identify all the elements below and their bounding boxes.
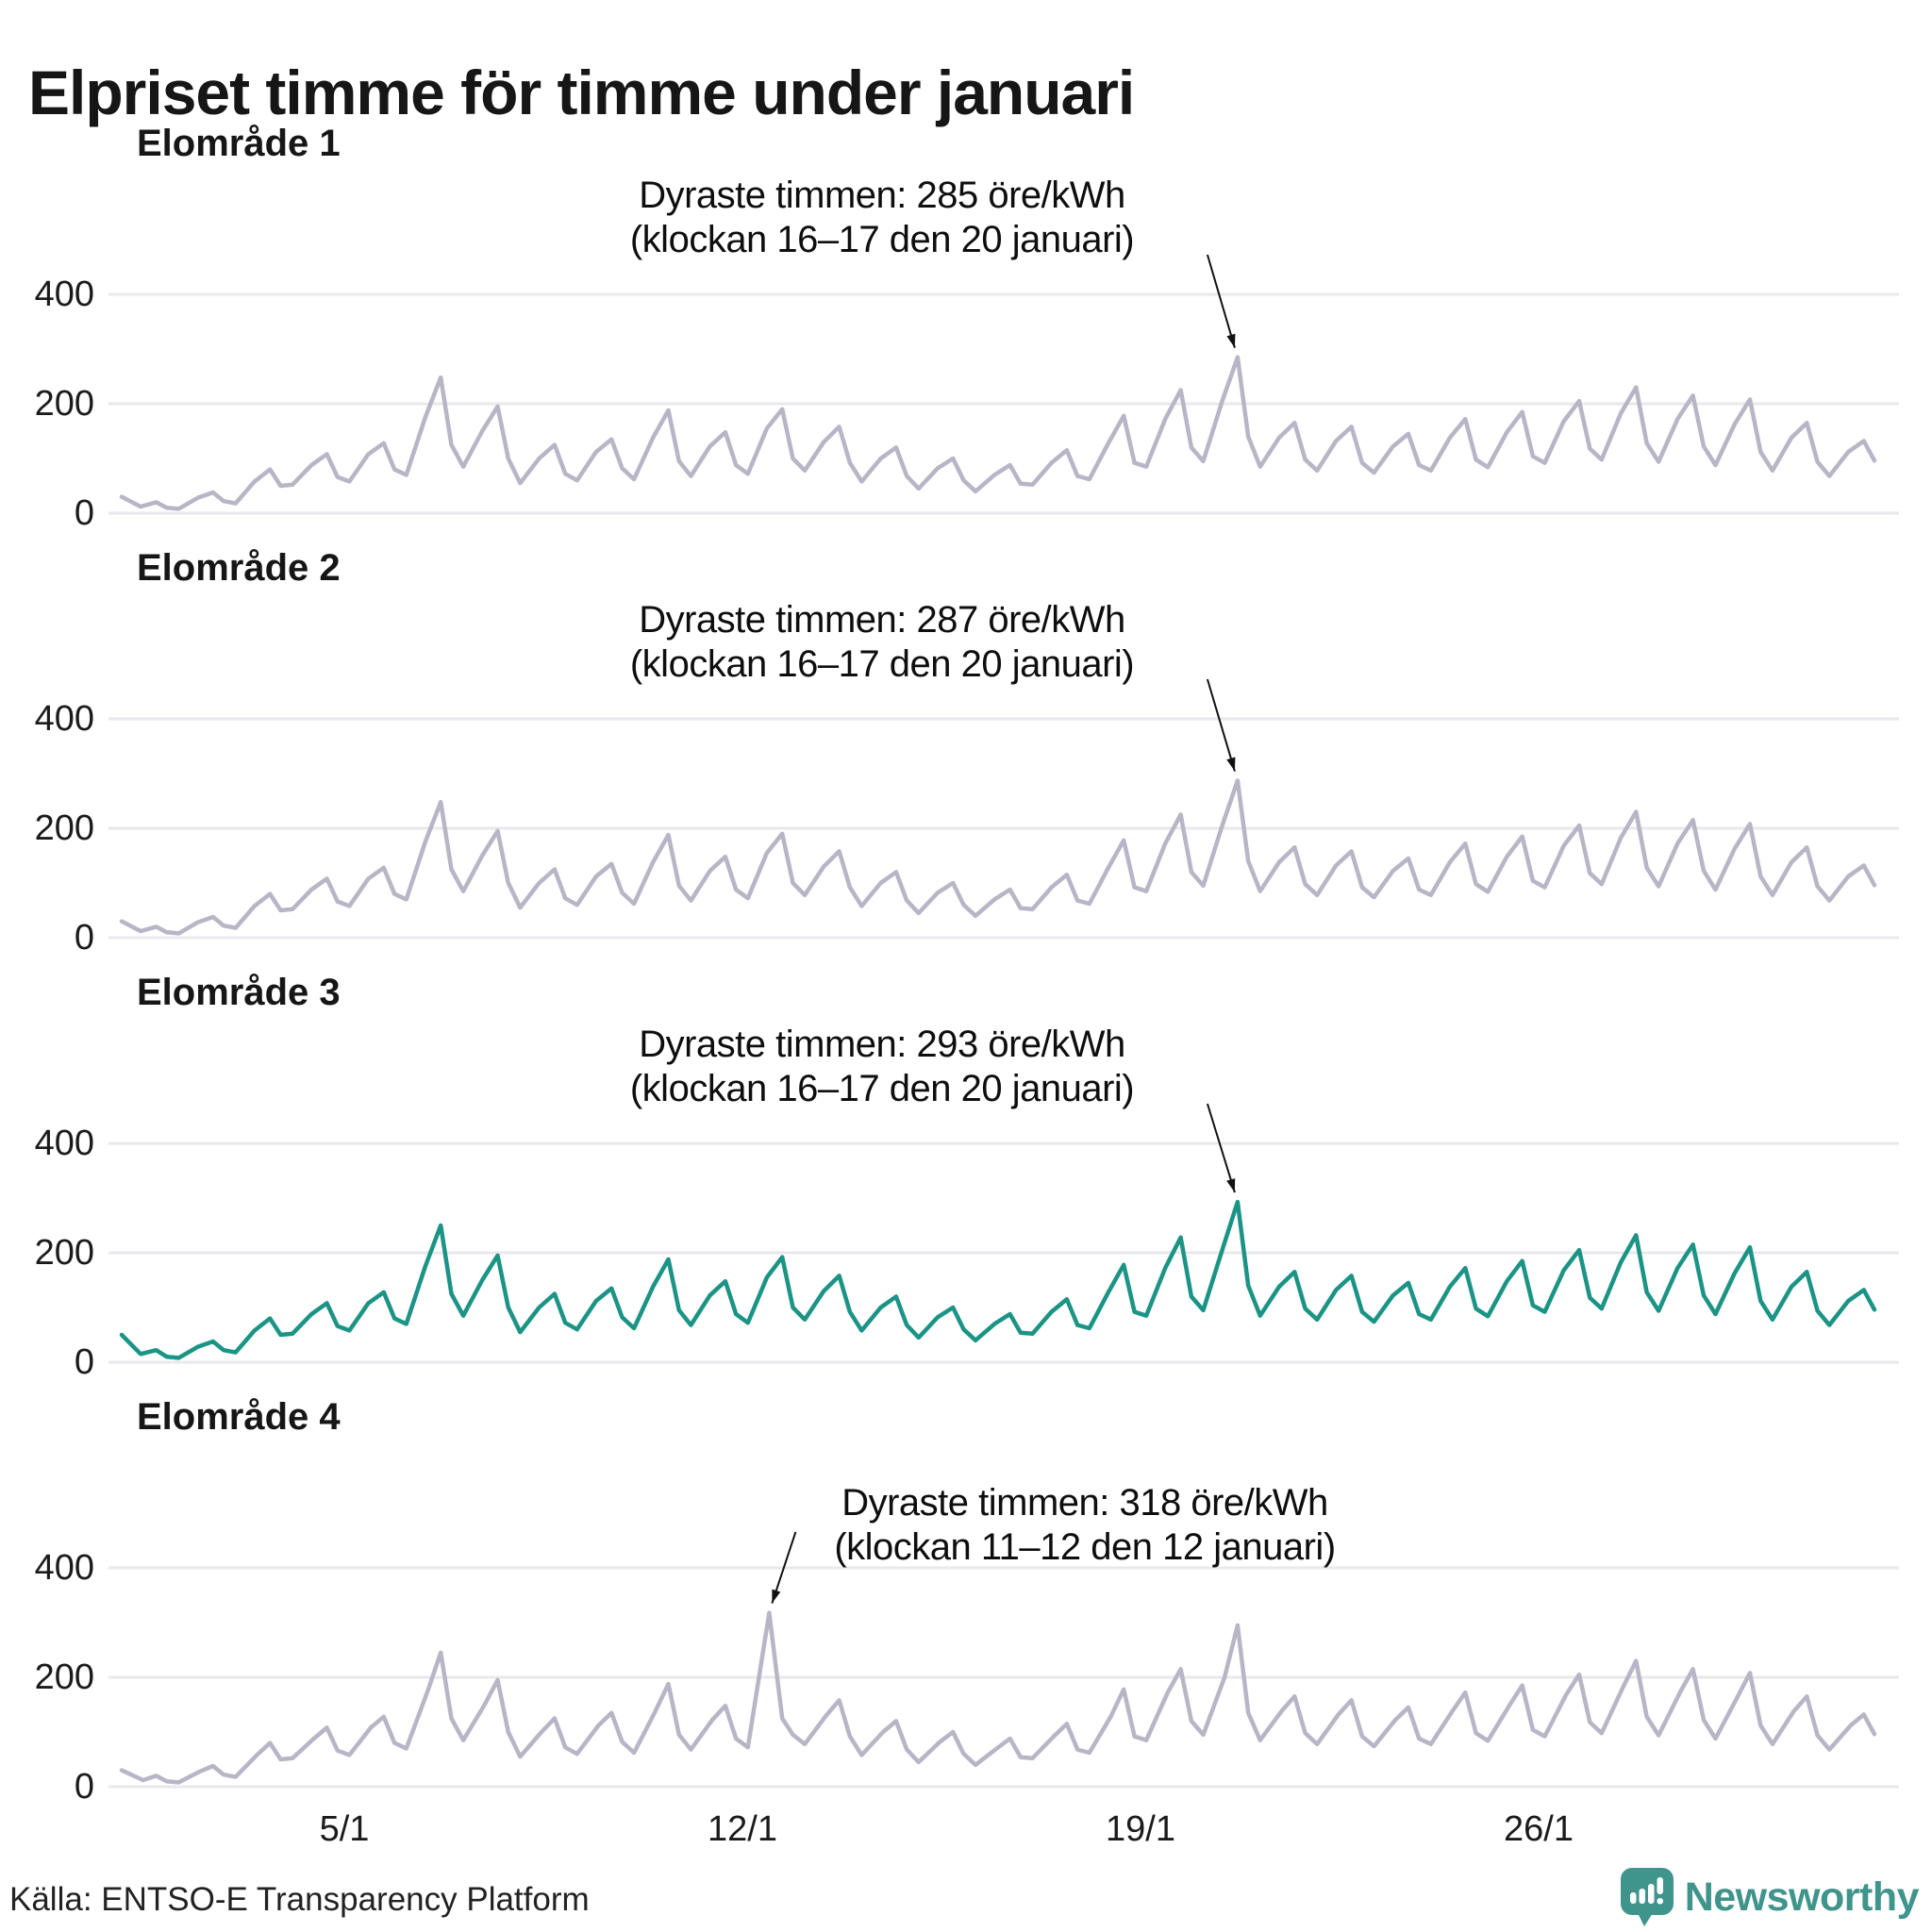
chart-title: Elområde 1: [137, 123, 341, 164]
chart-title: Elområde 4: [137, 1396, 341, 1438]
chart-block-elomrade-2: Elområde 2 400 200 0 Dyraste timmen: 287…: [0, 538, 1932, 967]
peak-annotation: Dyraste timmen: 293 öre/kWh (klockan 16–…: [434, 1023, 1330, 1111]
source-note: Källa: ENTSO-E Transparency Platform: [9, 1881, 590, 1918]
peak-annotation: Dyraste timmen: 318 öre/kWh (klockan 11–…: [623, 1481, 1547, 1570]
x-tick-5-1: 5/1: [319, 1809, 370, 1849]
annotation-line2: (klockan 16–17 den 20 januari): [629, 1068, 1135, 1109]
page-title: Elpriset timme för timme under januari: [28, 58, 1135, 128]
x-tick-12-1: 12/1: [708, 1809, 777, 1849]
x-axis: 5/1 12/1 19/1 26/1: [0, 1809, 1932, 1855]
annotation-line1: Dyraste timmen: 318 öre/kWh: [841, 1482, 1328, 1524]
y-tick-400: 400: [34, 699, 94, 739]
chart-title: Elområde 3: [137, 972, 341, 1013]
y-tick-200: 200: [34, 1657, 94, 1697]
newsworthy-icon: [1620, 1868, 1674, 1926]
y-tick-0: 0: [74, 493, 94, 533]
chart-block-elomrade-1: Elområde 1 400 200 0 Dyraste timmen: 285…: [0, 113, 1932, 542]
chart-title: Elområde 2: [137, 547, 341, 589]
line-chart-elomrade-2: [108, 678, 1899, 940]
y-tick-200: 200: [34, 384, 94, 424]
brand-wordmark: Newsworthy: [1684, 1874, 1920, 1920]
chart-block-elomrade-3: Elområde 3 400 200 0 Dyraste timmen: 293…: [0, 962, 1932, 1391]
chart-block-elomrade-4: Elområde 4 400 200 0 Dyraste timmen: 318…: [0, 1387, 1932, 1816]
annotation-line1: Dyraste timmen: 293 öre/kWh: [639, 1024, 1125, 1065]
y-tick-200: 200: [34, 808, 94, 848]
y-tick-200: 200: [34, 1233, 94, 1273]
annotation-line2: (klockan 16–17 den 20 januari): [629, 219, 1135, 260]
y-tick-400: 400: [34, 275, 94, 314]
line-chart-elomrade-3: [108, 1103, 1899, 1364]
annotation-line1: Dyraste timmen: 287 öre/kWh: [639, 599, 1125, 641]
y-tick-0: 0: [74, 918, 94, 958]
y-tick-400: 400: [34, 1548, 94, 1588]
x-tick-26-1: 26/1: [1504, 1809, 1574, 1849]
brand-logo: Newsworthy: [1619, 1866, 1920, 1928]
line-chart-elomrade-4: [108, 1531, 1899, 1789]
y-tick-0: 0: [74, 1342, 94, 1382]
peak-annotation: Dyraste timmen: 287 öre/kWh (klockan 16–…: [434, 598, 1330, 687]
annotation-line2: (klockan 16–17 den 20 januari): [629, 643, 1135, 685]
x-tick-19-1: 19/1: [1106, 1809, 1175, 1849]
annotation-line2: (klockan 11–12 den 12 januari): [834, 1526, 1336, 1568]
y-tick-0: 0: [74, 1767, 94, 1807]
peak-annotation: Dyraste timmen: 285 öre/kWh (klockan 16–…: [434, 174, 1330, 262]
annotation-line1: Dyraste timmen: 285 öre/kWh: [639, 175, 1125, 216]
y-tick-400: 400: [34, 1124, 94, 1163]
line-chart-elomrade-1: [108, 254, 1899, 515]
